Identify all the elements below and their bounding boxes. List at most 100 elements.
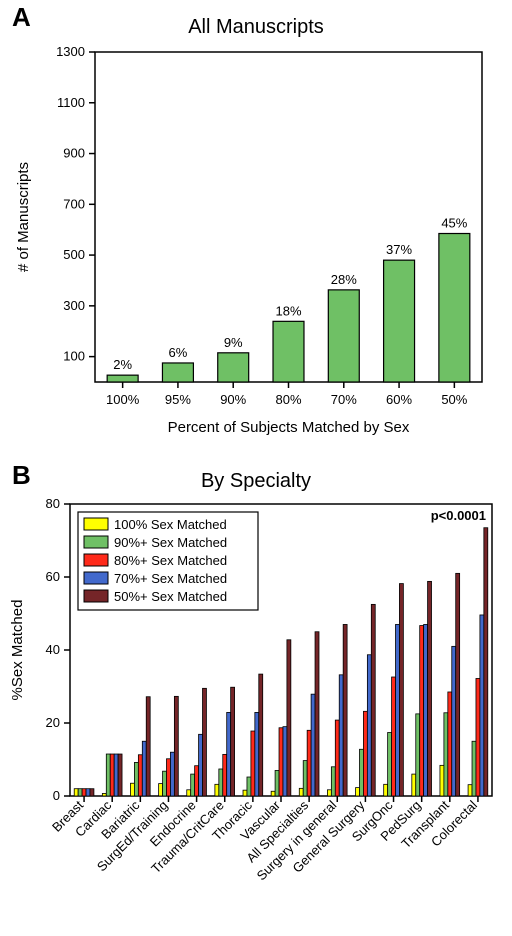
grouped-bar — [199, 734, 203, 796]
panel-a: A All Manuscripts 1003005007009001100130… — [0, 0, 512, 460]
svg-text:500: 500 — [63, 247, 85, 262]
legend-label: 70%+ Sex Matched — [114, 571, 227, 586]
svg-text:45%: 45% — [441, 216, 467, 231]
grouped-bar — [166, 759, 170, 796]
grouped-bar — [110, 754, 114, 796]
grouped-bar — [452, 646, 456, 796]
svg-text:2%: 2% — [113, 357, 132, 372]
grouped-bar — [251, 731, 255, 796]
grouped-bar — [243, 790, 247, 796]
grouped-bar — [339, 675, 343, 796]
grouped-bar — [384, 784, 388, 796]
grouped-bar — [420, 626, 424, 796]
bar — [218, 353, 249, 382]
svg-text:1300: 1300 — [56, 44, 85, 59]
grouped-bar — [203, 688, 207, 796]
grouped-bar — [315, 632, 319, 796]
legend-swatch — [84, 572, 108, 584]
grouped-bar — [255, 712, 259, 796]
grouped-bar — [456, 573, 460, 796]
svg-text:100: 100 — [63, 349, 85, 364]
grouped-bar — [134, 762, 138, 796]
grouped-bar — [114, 754, 118, 796]
grouped-bar — [307, 730, 311, 796]
svg-text:9%: 9% — [224, 335, 243, 350]
svg-text:40: 40 — [46, 642, 60, 657]
chart-b: 020406080%Sex Matchedp<0.0001BreastCardi… — [0, 496, 512, 936]
svg-text:50%: 50% — [441, 392, 467, 407]
grouped-bar — [396, 624, 400, 796]
bar — [273, 321, 304, 382]
grouped-bar — [159, 784, 163, 796]
grouped-bar — [444, 713, 448, 796]
legend-label: 50%+ Sex Matched — [114, 589, 227, 604]
grouped-bar — [327, 790, 331, 796]
svg-text:18%: 18% — [275, 303, 301, 318]
svg-text:900: 900 — [63, 146, 85, 161]
panel-b-title: By Specialty — [0, 470, 512, 493]
grouped-bar — [174, 696, 178, 796]
grouped-bar — [78, 789, 82, 796]
svg-text:%Sex Matched: %Sex Matched — [9, 600, 26, 701]
grouped-bar — [130, 783, 134, 796]
grouped-bar — [484, 528, 488, 796]
legend-label: 80%+ Sex Matched — [114, 553, 227, 568]
panel-b: B By Specialty 020406080%Sex Matchedp<0.… — [0, 460, 512, 935]
grouped-bar — [106, 754, 110, 796]
chart-a: 10030050070090011001300# of Manuscripts2… — [0, 42, 512, 462]
grouped-bar — [102, 793, 106, 796]
legend-swatch — [84, 554, 108, 566]
grouped-bar — [271, 791, 275, 796]
grouped-bar — [146, 697, 150, 796]
grouped-bar — [367, 655, 371, 796]
bar — [384, 260, 415, 382]
grouped-bar — [299, 788, 303, 796]
grouped-bar — [468, 785, 472, 796]
svg-text:60%: 60% — [386, 392, 412, 407]
grouped-bar — [223, 754, 227, 796]
grouped-bar — [480, 615, 484, 796]
panel-a-title: All Manuscripts — [0, 16, 512, 39]
grouped-bar — [311, 694, 315, 796]
grouped-bar — [86, 789, 90, 796]
legend-swatch — [84, 590, 108, 602]
grouped-bar — [399, 584, 403, 796]
legend-swatch — [84, 536, 108, 548]
svg-text:80: 80 — [46, 496, 60, 511]
grouped-bar — [303, 761, 307, 796]
svg-text:80%: 80% — [275, 392, 301, 407]
grouped-bar — [448, 692, 452, 796]
grouped-bar — [363, 711, 367, 796]
svg-text:1100: 1100 — [57, 95, 85, 110]
svg-text:100%: 100% — [106, 392, 140, 407]
bar — [439, 234, 470, 383]
grouped-bar — [142, 741, 146, 796]
grouped-bar — [343, 624, 347, 796]
grouped-bar — [215, 784, 219, 796]
grouped-bar — [428, 581, 432, 796]
grouped-bar — [231, 687, 235, 796]
grouped-bar — [472, 741, 476, 796]
grouped-bar — [163, 771, 167, 796]
grouped-bar — [283, 727, 287, 796]
grouped-bar — [476, 678, 480, 796]
legend-label: 90%+ Sex Matched — [114, 535, 227, 550]
grouped-bar — [138, 755, 142, 796]
svg-text:20: 20 — [46, 715, 60, 730]
grouped-bar — [287, 640, 291, 796]
grouped-bar — [259, 674, 263, 796]
grouped-bar — [331, 767, 335, 796]
grouped-bar — [195, 766, 199, 796]
grouped-bar — [90, 789, 94, 796]
grouped-bar — [219, 769, 223, 796]
bar — [328, 290, 359, 382]
grouped-bar — [416, 714, 420, 796]
grouped-bar — [279, 728, 283, 796]
svg-text:300: 300 — [63, 298, 85, 313]
grouped-bar — [275, 770, 279, 796]
svg-text:37%: 37% — [386, 242, 412, 257]
grouped-bar — [440, 765, 444, 796]
grouped-bar — [412, 774, 416, 796]
grouped-bar — [356, 788, 360, 796]
svg-text:0: 0 — [53, 788, 60, 803]
